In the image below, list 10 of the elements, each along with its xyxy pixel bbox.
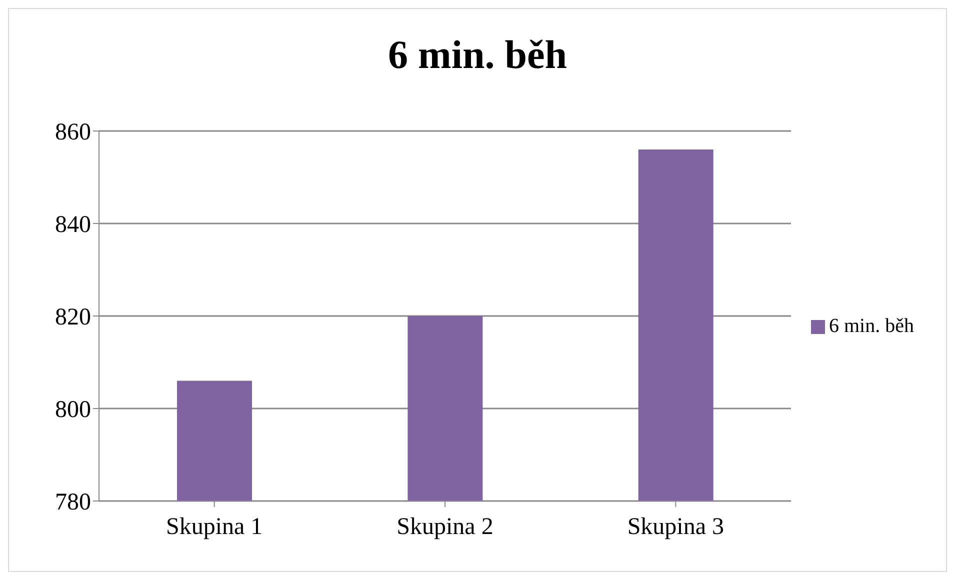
y-tick-label: 820 (55, 304, 91, 331)
y-tick-label: 860 (55, 120, 91, 146)
legend-label: 6 min. běh (829, 314, 914, 336)
x-tick-label: Skupina 2 (396, 514, 494, 540)
x-tick-label: Skupina 1 (166, 514, 263, 540)
chart-title: 6 min. běh (387, 31, 568, 79)
y-tick-label: 800 (55, 397, 91, 424)
x-tick-label: Skupina 3 (627, 514, 724, 540)
y-tick-label: 780 (55, 490, 91, 516)
y-tick-label: 840 (55, 212, 91, 238)
